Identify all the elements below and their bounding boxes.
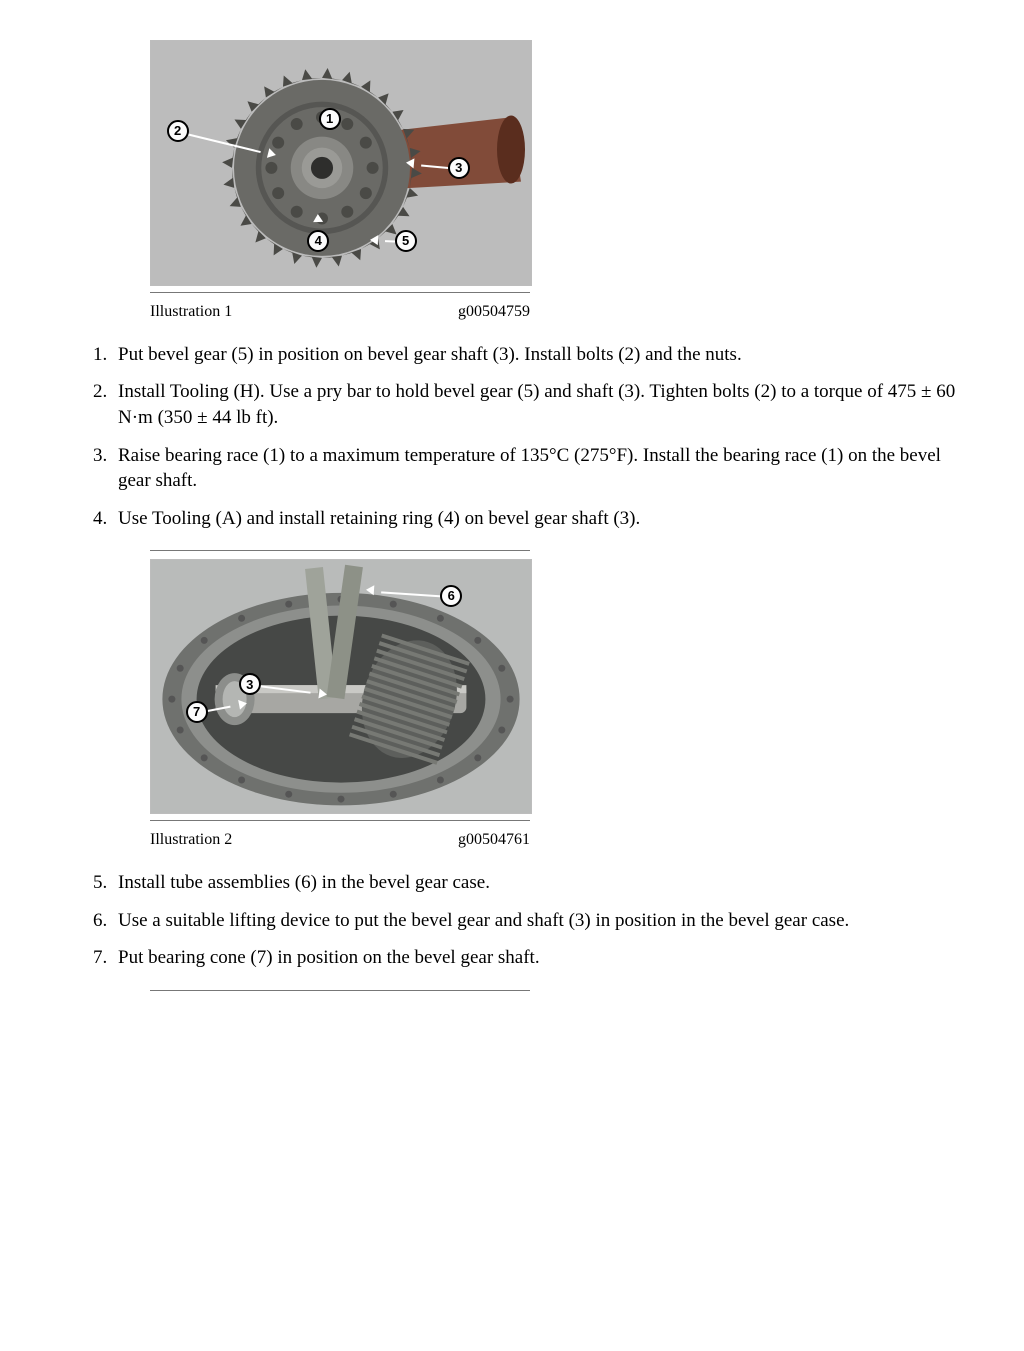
figure-2-svg: [151, 560, 531, 813]
figure-1-rule: [150, 292, 530, 293]
figure-3-rule-top: [150, 990, 530, 991]
callout-2: 2: [167, 120, 189, 142]
figure-2-image: 637: [150, 559, 532, 814]
figure-1-svg: [151, 41, 531, 285]
figure-2-caption-id: g00504761: [458, 829, 530, 851]
procedure-step: Raise bearing race (1) to a maximum temp…: [112, 443, 964, 494]
figure-1-caption-id: g00504759: [458, 301, 530, 323]
callout-arrowhead: [318, 688, 327, 699]
callout-3: 3: [448, 157, 470, 179]
callout-5: 5: [395, 230, 417, 252]
procedure-step: Install Tooling (H). Use a pry bar to ho…: [112, 379, 964, 430]
procedure-step: Put bearing cone (7) in position on the …: [112, 945, 964, 971]
figure-1-caption-label: Illustration 1: [150, 301, 232, 323]
figure-1: 12345 Illustration 1 g00504759: [150, 40, 530, 323]
figure-2-caption-label: Illustration 2: [150, 829, 232, 851]
procedure-step: Use Tooling (A) and install retaining ri…: [112, 506, 964, 532]
figure-3-placeholder: [150, 990, 530, 991]
figure-2: 637 Illustration 2 g00504761: [150, 550, 530, 851]
procedure-steps-b: Install tube assemblies (6) in the bevel…: [112, 870, 964, 971]
callout-arrowhead: [369, 234, 377, 244]
figure-2-rule-top: [150, 550, 530, 551]
callout-7: 7: [186, 701, 208, 723]
callout-arrowhead: [406, 158, 415, 169]
procedure-step: Install tube assemblies (6) in the bevel…: [112, 870, 964, 896]
procedure-step: Use a suitable lifting device to put the…: [112, 908, 964, 934]
callout-1: 1: [319, 108, 341, 130]
figure-2-caption: Illustration 2 g00504761: [150, 829, 530, 851]
callout-6: 6: [440, 585, 462, 607]
procedure-steps-a: Put bevel gear (5) in position on bevel …: [112, 342, 964, 532]
figure-1-caption: Illustration 1 g00504759: [150, 301, 530, 323]
callout-arrowhead: [313, 214, 323, 222]
figure-2-rule: [150, 820, 530, 821]
callout-arrowhead: [366, 585, 375, 596]
figure-1-image: 12345: [150, 40, 532, 286]
procedure-step: Put bevel gear (5) in position on bevel …: [112, 342, 964, 368]
